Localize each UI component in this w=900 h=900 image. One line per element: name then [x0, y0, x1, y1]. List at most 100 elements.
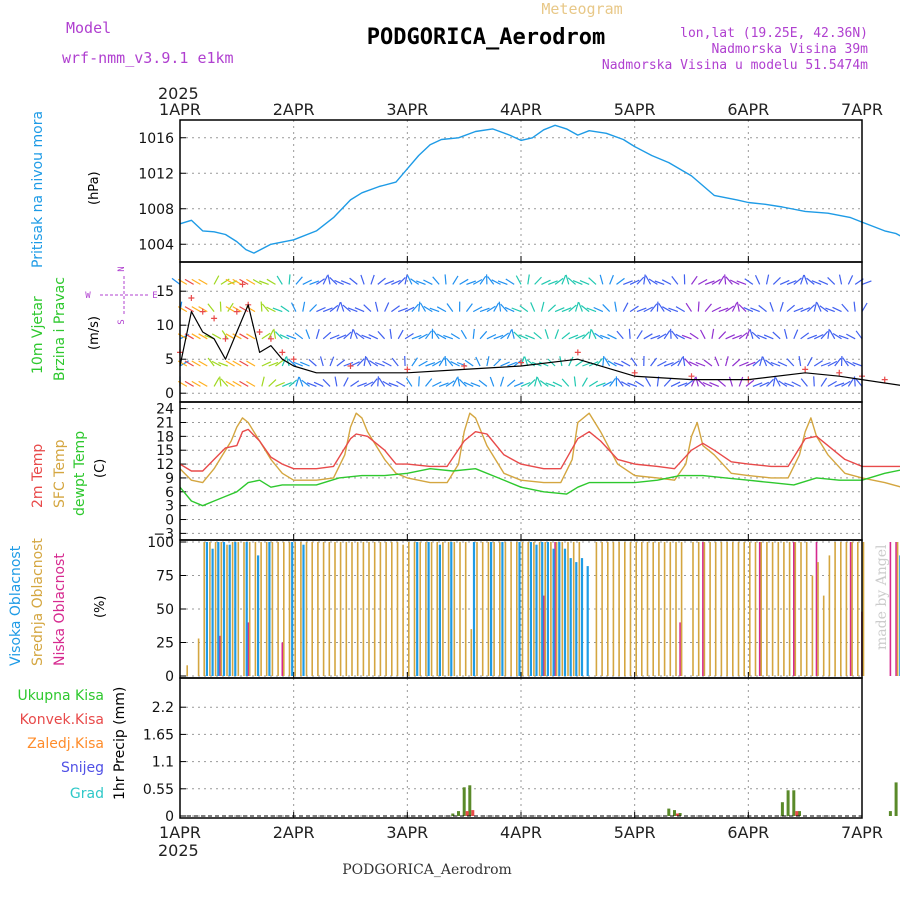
temp-sfc-label: SFC Temp [52, 439, 68, 508]
bottom-date-tick: 1APR [159, 823, 201, 842]
mid-cloud-bar [658, 542, 660, 676]
wind-arrow [418, 301, 421, 312]
wind-arrow [184, 278, 194, 285]
wind-arrow [491, 279, 501, 285]
wind-arrow [457, 376, 461, 387]
gust-marker [211, 315, 218, 322]
mid-cloud-bar [760, 542, 762, 676]
model-elevation-label: Nadmorska Visina u modelu 51.5474m [602, 58, 868, 73]
wind-arrow [377, 277, 386, 285]
mid-cloud-bar [311, 542, 313, 676]
compass-n: N [117, 266, 127, 271]
gust-marker [290, 356, 297, 363]
mid-cloud-bar [624, 542, 626, 676]
mid-cloud-bar [817, 562, 819, 676]
wind-arrow [745, 379, 755, 387]
wind-arrow [689, 332, 699, 340]
wind-arrow [834, 382, 845, 387]
wind-arrow [568, 334, 579, 340]
wind-arrow [252, 278, 263, 285]
y-tick-label: 3 [165, 499, 174, 515]
top-date-tick: 5APR [614, 100, 656, 119]
wind-arrow [343, 361, 354, 367]
wind-arrow [600, 334, 610, 340]
wind-arrow [772, 376, 776, 387]
wind-arrow [648, 278, 658, 285]
wind-arrow [581, 377, 588, 387]
mid-cloud-bar [703, 542, 706, 676]
wind-arrow [213, 377, 220, 387]
wind-arrow [388, 382, 399, 387]
wind-arrow [246, 380, 256, 387]
wind-arrow [832, 332, 842, 340]
wind-arrow [511, 328, 515, 339]
wind-arrow [718, 307, 729, 313]
wind-arrow [819, 305, 829, 313]
wind-arrow [288, 274, 291, 285]
wind-arrow [511, 307, 522, 313]
wind-arrow [479, 307, 490, 313]
mid-cloud-bar [777, 542, 780, 676]
wind-arrow [260, 301, 263, 312]
mid-cloud-bar [794, 542, 797, 676]
wind-arrow [567, 277, 576, 285]
wind-arrow [423, 305, 433, 313]
wind-arrow [374, 301, 379, 312]
bottom-date-tick: 6APR [727, 823, 769, 842]
wind-arrow [458, 378, 467, 387]
gust-marker [256, 329, 263, 335]
wind-arrow [191, 278, 201, 285]
mid-cloud-bar [862, 542, 865, 676]
bottom-date-tick: 2APR [273, 823, 315, 842]
wind-arrow [745, 361, 756, 367]
mid-cloud-bar [504, 542, 507, 676]
wind-arrow [268, 329, 274, 340]
mid-cloud-bar [805, 542, 808, 676]
temp-legend: 2m Temp SFC Temp dewpt Temp (C) [30, 431, 108, 516]
mid-cloud-bar [248, 542, 251, 676]
wind-arrow [327, 274, 331, 285]
y-tick-label: 1004 [138, 237, 174, 253]
wind-arrow [273, 328, 277, 339]
wind-arrow [599, 274, 604, 285]
conv-precip-bar [795, 811, 799, 816]
wind-arrow [718, 331, 727, 340]
wind-arrow [695, 361, 706, 367]
wind-arrow [704, 280, 715, 285]
mid-cloud-bar [345, 542, 348, 676]
high-cloud-bar [518, 542, 521, 676]
mid-cloud-bar [618, 542, 620, 676]
wind-arrow [580, 305, 590, 313]
conv-precip-bar [471, 810, 475, 816]
high-cloud-bar [580, 558, 584, 676]
wind-arrow [527, 379, 536, 387]
wind-arrow [561, 274, 567, 285]
wind-arrow [656, 301, 659, 312]
y-tick-label: 75 [156, 569, 174, 585]
y-tick-label: 0.55 [143, 782, 174, 798]
pressure-line [179, 124, 900, 254]
bottom-date-ticks: 1APR 2APR 3APR 4APR 5APR 6APR 7APR [159, 823, 883, 842]
wind-arrow [432, 276, 440, 285]
wind-arrow [650, 334, 661, 340]
wind-arrow [475, 356, 481, 367]
wind-arrow [621, 360, 631, 367]
mid-cloud-bar [356, 542, 359, 676]
wind-arrow [444, 274, 447, 285]
wind-arrow [841, 380, 851, 387]
wind-arrow [698, 278, 708, 285]
wind-arrow [758, 304, 767, 313]
top-date-ticks: 1APR 2APR 3APR 4APR 5APR 6APR 7APR [159, 100, 883, 119]
wind-arrow [369, 360, 379, 367]
wind-arrow [711, 306, 722, 313]
wind-arrow [613, 362, 624, 367]
wind-arrow [568, 356, 574, 367]
y-tick-label: 50 [156, 602, 174, 618]
mid-cloud-bar [260, 542, 262, 676]
mid-cloud-bar [811, 575, 814, 676]
bottom-date-tick: 4APR [500, 823, 542, 842]
wind-arrow [219, 301, 222, 312]
wind-arrow [463, 381, 474, 387]
wind-arrow [609, 377, 616, 387]
wind-arrow [691, 275, 698, 285]
